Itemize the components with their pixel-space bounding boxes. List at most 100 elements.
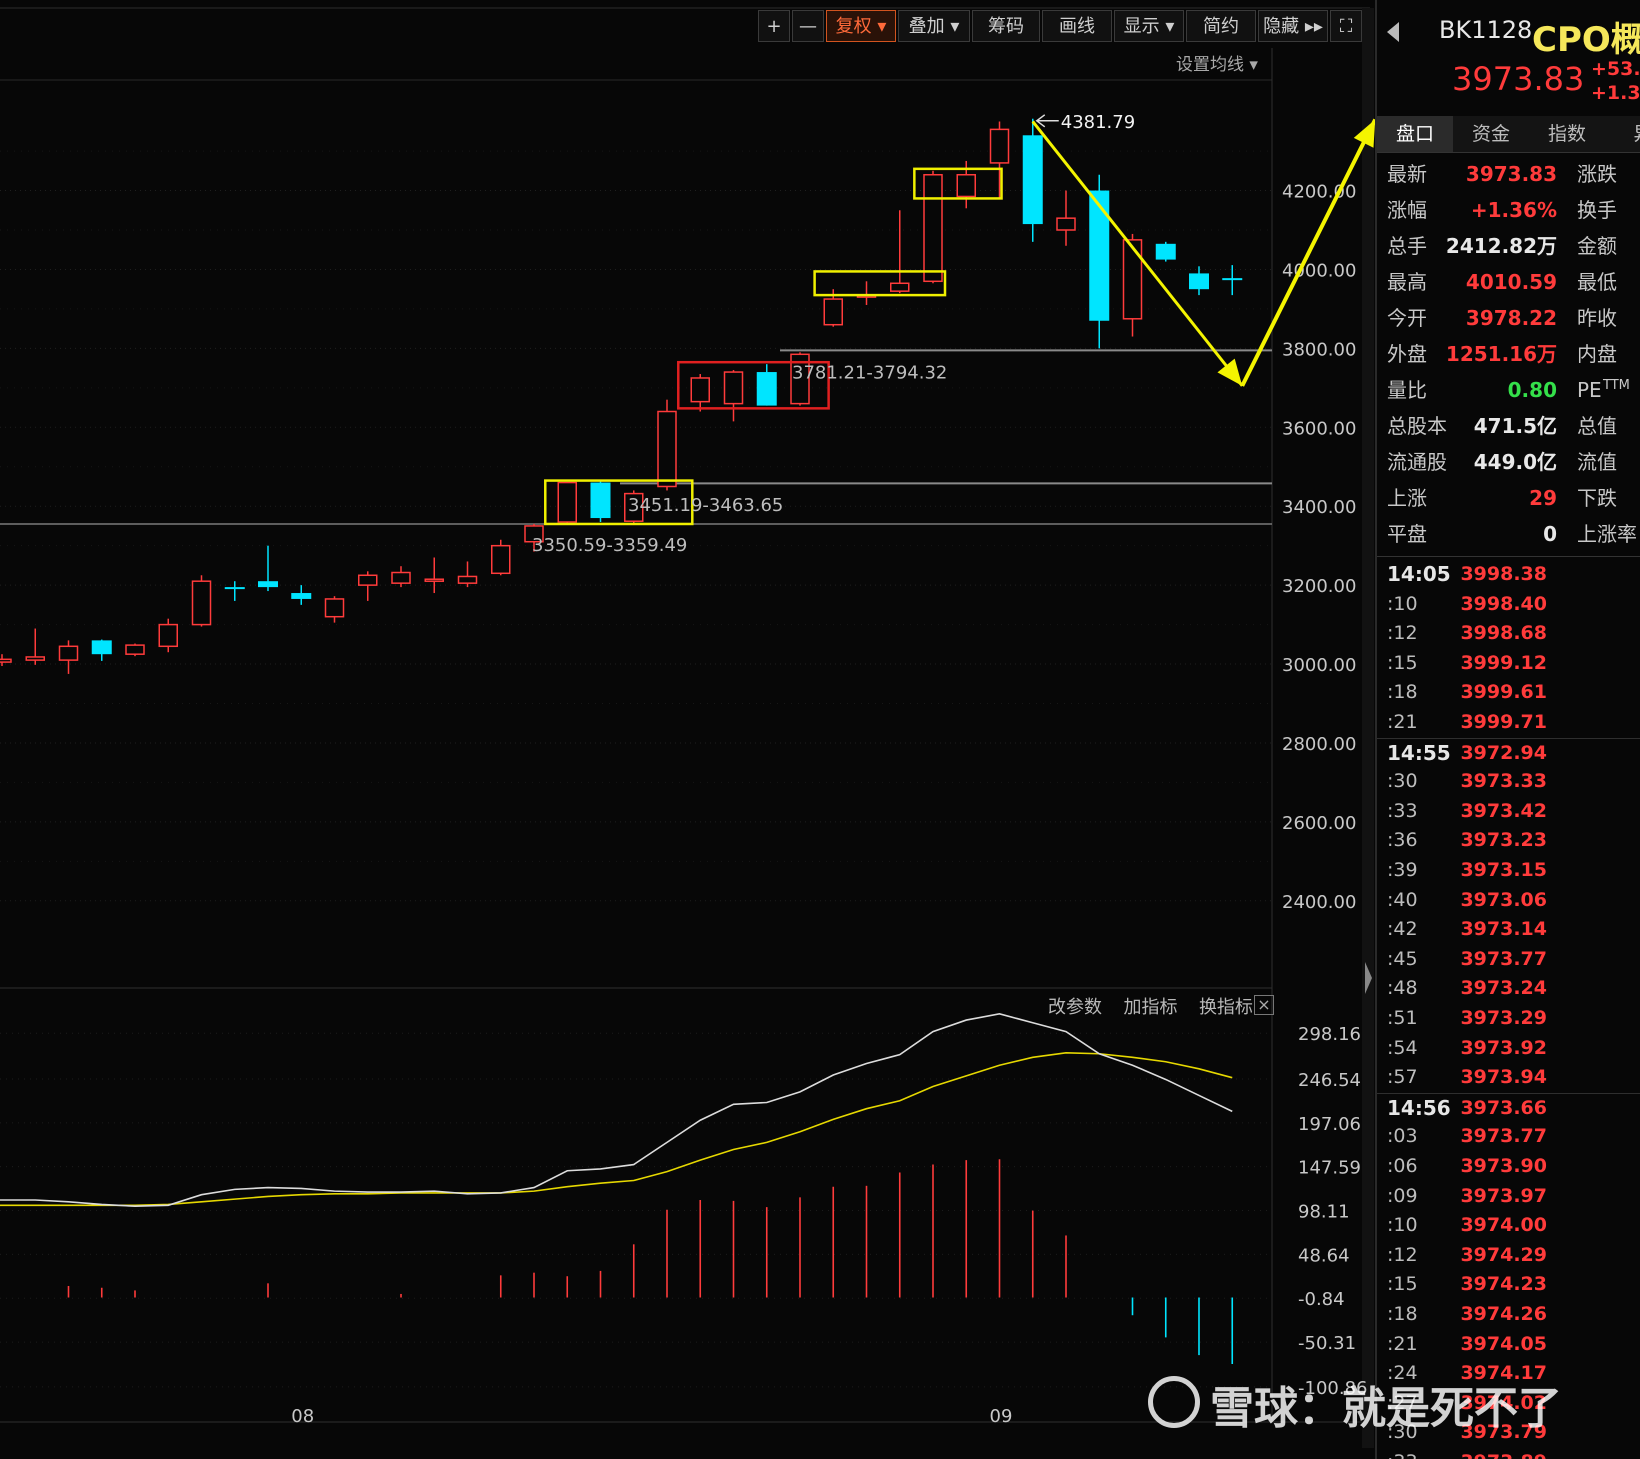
tick-row: :51 3973.29 [1377, 1004, 1640, 1034]
candle-body [590, 482, 611, 519]
watermark: 雪球：就是死不了 [1210, 1383, 1562, 1434]
candle-body [358, 574, 378, 586]
tick-time: :36 [1387, 829, 1418, 852]
candle-body [1189, 273, 1209, 290]
quote-label: 上涨 [1387, 486, 1427, 510]
macd-y-tick-label: 147.59 [1298, 1158, 1361, 1179]
quote-right-label: 金额 [1577, 234, 1617, 258]
quote-value: 449.0亿 [1473, 450, 1557, 474]
tick-row: :33 3973.42 [1377, 797, 1640, 827]
tick-price: 3974.26 [1460, 1303, 1547, 1325]
candle-body [1022, 135, 1043, 225]
hide-button[interactable]: 隐藏 ▸▸ [1258, 10, 1328, 42]
quote-right-label: 内盘 [1577, 342, 1617, 366]
quote-row: 外盘 1251.16万 内盘 [1377, 336, 1640, 372]
tick-row: :18 3999.61 [1377, 678, 1640, 708]
quote-row: 量比 0.80 PE [1377, 372, 1640, 408]
y-tick-label: 3800.00 [1282, 339, 1356, 360]
quote-row: 涨幅 +1.36% 换手 [1377, 192, 1640, 228]
y-tick-label: 2800.00 [1282, 734, 1356, 755]
quote-row: 平盘 0 上涨率 [1377, 516, 1640, 552]
fuquan-button[interactable]: 复权 ▾ [826, 10, 896, 42]
quote-right-label: 涨跌 [1577, 162, 1617, 186]
candle-body [224, 587, 245, 590]
quote-label: 量比 [1387, 378, 1427, 402]
tick-time: 14:55 [1387, 740, 1451, 765]
macd-y-tick-label: 197.06 [1298, 1114, 1361, 1135]
y-tick-label: 4200.00 [1282, 182, 1356, 203]
change-param-link[interactable]: 改参数 [1048, 997, 1102, 1018]
quote-label: 最高 [1387, 270, 1427, 294]
switch-indicator-link[interactable]: 换指标 [1198, 997, 1253, 1018]
tab-order-book[interactable]: 盘口 [1377, 116, 1453, 152]
tick-time: :03 [1387, 1125, 1418, 1148]
tick-time: :10 [1387, 1214, 1418, 1237]
tab-anomaly[interactable]: 异 [1605, 116, 1640, 152]
quote-label: 总手 [1387, 234, 1427, 258]
tick-row: :42 3973.14 [1377, 915, 1640, 945]
simple-button[interactable]: 简约 [1186, 10, 1256, 42]
tick-time: :33 [1387, 1448, 1418, 1459]
tick-row: :15 3974.23 [1377, 1270, 1640, 1300]
tick-row: :54 3973.92 [1377, 1034, 1640, 1064]
tick-price: 3973.29 [1460, 1007, 1547, 1029]
add-indicator-link[interactable]: 加指标 [1123, 997, 1178, 1018]
zoom-in-button[interactable]: + [758, 10, 790, 42]
tick-time: :54 [1387, 1036, 1418, 1059]
tick-row: 14:55 3972.94 [1377, 737, 1640, 769]
quote-right-label: 流值 [1577, 450, 1617, 474]
quote-value: 0 [1543, 522, 1557, 546]
tick-row: :09 3973.97 [1377, 1182, 1640, 1212]
candle-body [424, 578, 444, 582]
quote-value: 1251.16万 [1445, 342, 1557, 366]
tick-price: 3974.17 [1460, 1362, 1547, 1385]
tick-price: 3973.79 [1460, 1421, 1547, 1444]
tick-time: :57 [1387, 1066, 1418, 1089]
tick-time: :27 [1387, 1391, 1418, 1414]
collapse-arrow-icon[interactable] [1365, 962, 1372, 994]
scrollbar[interactable] [1362, 8, 1374, 1448]
trend-arrow-up-head [1353, 119, 1376, 148]
draw-line-button[interactable]: 画线 [1042, 10, 1112, 42]
candle-body [125, 644, 145, 655]
candle-body [690, 377, 710, 403]
quote-row: 今开 3978.22 昨收 [1377, 300, 1640, 336]
back-arrow-icon[interactable] [1387, 22, 1399, 42]
quote-value: 3978.22 [1465, 306, 1557, 330]
tick-price: 3973.77 [1460, 1125, 1547, 1148]
chips-button[interactable]: 筹码 [972, 10, 1040, 42]
range-annotation: 3781.21-3794.32 [792, 363, 947, 384]
ma-setting-link[interactable]: 设置均线 ▾ [1176, 55, 1258, 75]
tab-index[interactable]: 指数 [1547, 123, 1586, 145]
y-tick-label: 3000.00 [1282, 655, 1356, 676]
trend-arrow-up [1240, 118, 1378, 387]
quote-right-label: 下跌 [1577, 486, 1617, 510]
close-icon[interactable]: × [1254, 995, 1274, 1015]
expand-icon[interactable]: ⛶ [1330, 10, 1362, 42]
quote-value: +1.36% [1470, 198, 1557, 222]
quote-right-label: 上涨率 [1577, 522, 1637, 546]
change-percent: +1.36 [1591, 82, 1640, 104]
candle-body [524, 525, 544, 543]
quote-label: 今开 [1387, 306, 1427, 330]
tick-time: :30 [1387, 770, 1418, 793]
tick-row: :12 3974.29 [1377, 1241, 1640, 1271]
tab-funds[interactable]: 资金 [1471, 123, 1510, 145]
tick-row: 14:56 3973.66 [1377, 1092, 1640, 1124]
tick-time: :12 [1387, 622, 1418, 645]
high-marker-arrow [1035, 114, 1059, 128]
tick-time: :42 [1387, 918, 1418, 941]
zoom-out-button[interactable]: — [792, 10, 824, 42]
tick-price: 3974.05 [1460, 1332, 1547, 1355]
candle-body [657, 410, 677, 488]
tick-price: 3973.23 [1460, 829, 1547, 852]
display-button[interactable]: 显示 ▾ [1114, 10, 1184, 42]
tick-price: 3999.71 [1460, 711, 1547, 733]
tick-row: :03 3973.77 [1377, 1122, 1640, 1152]
overlay-button[interactable]: 叠加 ▾ [898, 10, 970, 42]
quote-label: 总股本 [1387, 414, 1447, 438]
tick-price: 3973.42 [1460, 799, 1547, 822]
tick-price: 3973.97 [1460, 1184, 1547, 1207]
range-annotation: 3451.19-3463.65 [628, 495, 783, 516]
